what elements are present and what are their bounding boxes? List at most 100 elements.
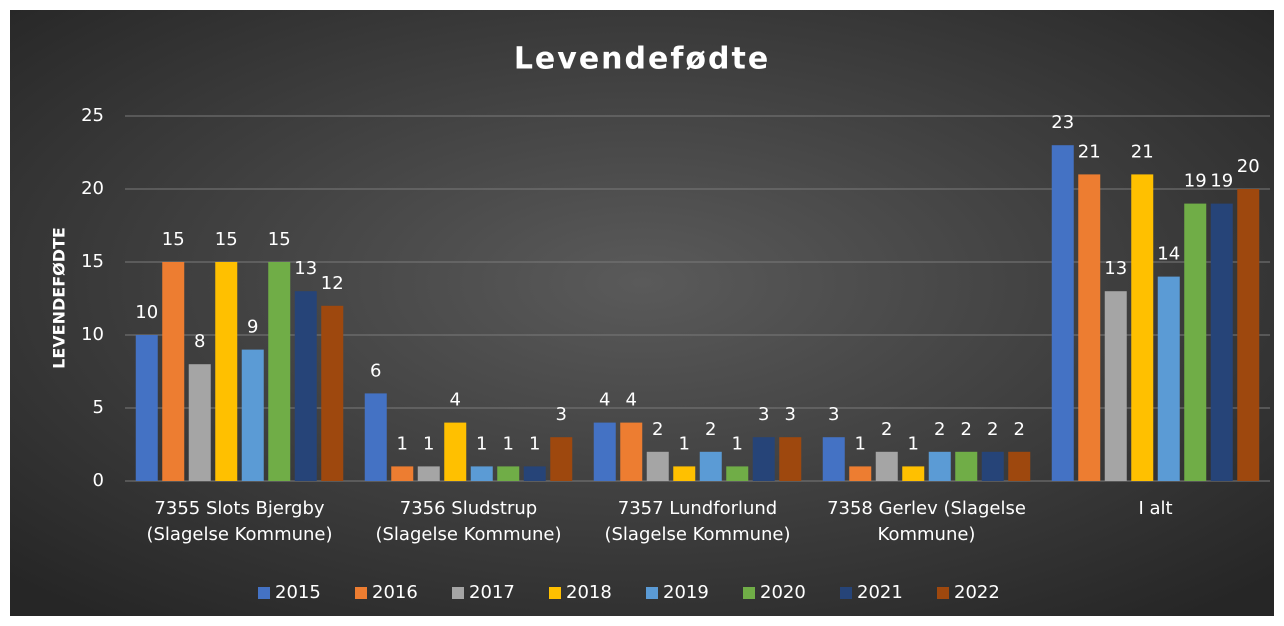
data-label: 3: [758, 404, 769, 425]
bar: [699, 451, 722, 481]
bar: [550, 437, 573, 481]
y-tick-label: 0: [93, 470, 104, 491]
data-label: 1: [679, 433, 690, 454]
bar: [673, 466, 696, 481]
bar: [268, 262, 291, 481]
bar: [417, 466, 440, 481]
bar: [1008, 451, 1031, 481]
data-label: 2: [961, 419, 972, 440]
legend-label: 2021: [857, 582, 903, 603]
bar: [497, 466, 520, 481]
data-label: 3: [828, 404, 839, 425]
data-label: 1: [529, 433, 540, 454]
chart-title: Levendefødte: [514, 42, 770, 77]
data-label: 1: [476, 433, 487, 454]
x-tick-label: 7355 Slots Bjergby (Slagelse Kommune): [146, 498, 333, 545]
data-label: 23: [1051, 112, 1074, 133]
bar: [391, 466, 414, 481]
data-label: 4: [599, 390, 610, 411]
data-label: 12: [321, 273, 344, 294]
bar: [726, 466, 749, 481]
data-label: 20: [1237, 156, 1260, 177]
y-tick-label: 25: [81, 105, 104, 126]
bar: [981, 451, 1004, 481]
bar: [188, 364, 211, 481]
bar: [849, 466, 872, 481]
bar: [470, 466, 493, 481]
data-label: 3: [556, 404, 567, 425]
bar: [620, 422, 643, 481]
y-tick-label: 10: [81, 324, 104, 345]
bar: [875, 451, 898, 481]
legend-label: 2019: [663, 582, 709, 603]
bar: [1184, 203, 1207, 481]
data-label: 4: [626, 390, 637, 411]
data-label: 21: [1131, 141, 1154, 162]
data-label: 10: [135, 302, 158, 323]
bar: [593, 422, 616, 481]
data-label: 21: [1078, 141, 1101, 162]
legend-label: 2022: [954, 582, 1000, 603]
data-label: 8: [194, 331, 205, 352]
data-label: 9: [247, 317, 258, 338]
legend-label: 2018: [566, 582, 612, 603]
data-label: 1: [503, 433, 514, 454]
data-label: 1: [908, 433, 919, 454]
legend-swatch: [743, 587, 755, 599]
legend-swatch: [258, 587, 270, 599]
data-label: 1: [397, 433, 408, 454]
data-label: 4: [450, 390, 461, 411]
bar: [444, 422, 467, 481]
legend-swatch: [355, 587, 367, 599]
y-tick-label: 20: [81, 178, 104, 199]
legend-label: 2016: [372, 582, 418, 603]
data-label: 15: [268, 229, 291, 250]
x-tick-label: 7358 Gerlev (Slagelse Kommune): [827, 498, 1026, 545]
legend-swatch: [549, 587, 561, 599]
legend-label: 2015: [275, 582, 321, 603]
bar: [215, 262, 238, 481]
data-label: 19: [1210, 171, 1233, 192]
data-label: 15: [215, 229, 238, 250]
bar: [928, 451, 951, 481]
bar: [646, 451, 669, 481]
bar: [241, 349, 264, 481]
bar: [902, 466, 925, 481]
legend-swatch: [937, 587, 949, 599]
legend-swatch: [840, 587, 852, 599]
data-label: 2: [652, 419, 663, 440]
legend-label: 2020: [760, 582, 806, 603]
bar: [822, 437, 845, 481]
bar: [1237, 189, 1260, 481]
bar: [779, 437, 802, 481]
legend-swatch: [452, 587, 464, 599]
data-label: 3: [785, 404, 796, 425]
bar: [1078, 174, 1101, 481]
x-tick-label: 7356 Sludstrup (Slagelse Kommune): [375, 498, 562, 545]
data-label: 2: [881, 419, 892, 440]
bar: [364, 393, 387, 481]
data-label: 2: [1014, 419, 1025, 440]
x-tick-label: 7357 Lundforlund (Slagelse Kommune): [604, 498, 791, 545]
bar: [1051, 145, 1074, 481]
x-tick-label: I alt: [1138, 498, 1173, 519]
bar: [162, 262, 185, 481]
bar: [1157, 276, 1180, 481]
data-label: 2: [934, 419, 945, 440]
data-label: 14: [1157, 244, 1180, 265]
bar: [1210, 203, 1233, 481]
data-label: 6: [370, 360, 381, 381]
bar: [752, 437, 775, 481]
bar: [294, 291, 317, 481]
bar: [1104, 291, 1127, 481]
legend-label: 2017: [469, 582, 515, 603]
bar: [523, 466, 546, 481]
y-axis-label: LEVENDEFØDTE: [50, 227, 69, 369]
data-label: 15: [162, 229, 185, 250]
legend-swatch: [646, 587, 658, 599]
data-label: 2: [987, 419, 998, 440]
bar: [955, 451, 978, 481]
data-label: 13: [294, 258, 317, 279]
